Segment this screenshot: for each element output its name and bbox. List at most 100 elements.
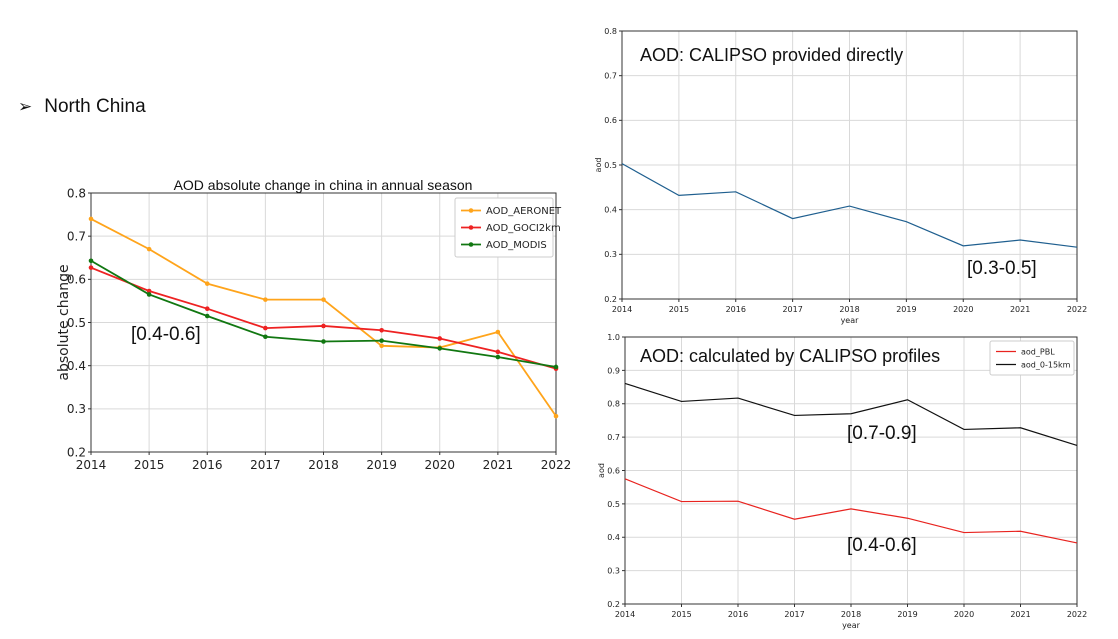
x-axis-label: year (842, 621, 861, 630)
x-tick-label: 2018 (308, 458, 339, 472)
annotation-left-range: [0.4-0.6] (131, 324, 201, 345)
x-tick-label: 2021 (483, 458, 514, 472)
y-tick-label: 1.0 (607, 333, 620, 342)
bullet-text: North China (44, 96, 146, 117)
y-tick-label: 0.9 (607, 366, 620, 375)
x-tick-label: 2020 (424, 458, 455, 472)
data-point (204, 306, 210, 311)
x-tick-label: 2019 (897, 610, 917, 619)
legend-marker (468, 225, 474, 230)
y-tick-label: 0.4 (67, 359, 86, 373)
x-tick-label: 2016 (726, 305, 746, 314)
y-axis-label: aod (594, 158, 603, 173)
data-point (379, 338, 384, 343)
chart-calipso-profiles: 0.2 0.3 0.4 0.5 0.6 0.7 0.8 0.9 1.0 2014 2015 2016 2… (597, 333, 1087, 630)
y-tick-label: 0.7 (604, 72, 617, 81)
x-tick-label: 2020 (954, 610, 974, 619)
series-line (624, 382, 1078, 447)
series-line (624, 478, 1078, 544)
data-point (321, 297, 326, 302)
annotation-top-right-range: [0.3-0.5] (967, 258, 1037, 279)
x-tick-label: 2017 (782, 305, 802, 314)
x-tick-label: 2021 (1010, 610, 1030, 619)
y-tick-label: 0.7 (67, 229, 86, 243)
y-tick-label: 0.5 (67, 316, 86, 330)
x-tick-label: 2019 (896, 305, 916, 314)
data-point (263, 325, 268, 331)
y-tick-label: 0.7 (607, 433, 620, 442)
y-tick-label: 0.2 (67, 445, 86, 459)
annotation-profiles-lower-range: [0.4-0.6] (847, 535, 917, 556)
x-tick-label: 2021 (1010, 305, 1030, 314)
y-axis-label: absolute change (56, 264, 72, 380)
legend-box (454, 197, 554, 258)
x-tick-label: 2015 (669, 305, 689, 314)
y-tick-label: 0.8 (607, 400, 620, 409)
x-tick-label: 2015 (671, 610, 691, 619)
data-point (437, 336, 443, 341)
x-tick-label: 2014 (612, 305, 632, 314)
x-tick-label: 2017 (250, 458, 281, 472)
y-tick-label: 0.8 (604, 27, 617, 36)
arrow-bullet-icon: ➢ (18, 97, 33, 116)
x-tick-label: 2015 (134, 458, 165, 472)
legend-label: AOD_AERONET (486, 206, 562, 217)
y-tick-label: 0.2 (607, 600, 620, 609)
data-point (553, 413, 559, 419)
legend-marker (468, 242, 474, 247)
data-point (321, 339, 326, 344)
y-tick-label: 0.5 (604, 161, 617, 170)
chart-title: AOD: CALIPSO provided directly (640, 45, 903, 65)
y-tick-label: 0.4 (604, 206, 617, 215)
data-point (437, 346, 443, 351)
data-point (88, 258, 94, 264)
data-point (204, 281, 210, 286)
x-tick-label: 2019 (366, 458, 397, 472)
data-point (379, 343, 384, 349)
y-tick-label: 0.6 (604, 116, 617, 125)
y-tick-label: 0.2 (604, 295, 617, 304)
data-point (88, 265, 94, 270)
data-point (379, 327, 384, 333)
x-axis-label: year (841, 316, 860, 325)
y-tick-label: 0.5 (607, 500, 620, 509)
chart-calipso-direct: 0.2 0.3 0.4 0.5 0.6 0.7 0.8 2014 2015 2016 2017 201… (594, 27, 1087, 325)
data-point (204, 313, 210, 319)
legend-box (989, 340, 1075, 376)
legend-label: AOD_MODIS (486, 240, 547, 251)
x-tick-label: 2016 (192, 458, 223, 472)
y-axis-label: aod (597, 463, 606, 478)
data-point (88, 216, 94, 222)
x-tick-label: 2018 (839, 305, 859, 314)
data-point (321, 323, 326, 329)
data-point (146, 292, 152, 297)
bullet-point: ➢ North China (18, 96, 146, 118)
y-tick-label: 0.3 (607, 567, 620, 576)
y-tick-label: 0.6 (607, 466, 620, 475)
x-tick-label: 2014 (76, 458, 107, 472)
legend-marker (468, 208, 474, 213)
series-line (621, 163, 1078, 248)
y-tick-label: 0.6 (67, 273, 86, 287)
y-tick-label: 0.4 (607, 533, 620, 542)
data-point (553, 364, 559, 370)
data-point (495, 329, 501, 335)
data-point (263, 334, 268, 340)
chart-aod-absolute-change: 0.2 0.3 0.4 0.5 0.6 0.7 0.8 2014 2015 2016 2017 201… (56, 177, 571, 472)
data-point (146, 246, 152, 252)
legend-label: aod_PBL (1021, 347, 1055, 356)
x-tick-label: 2014 (615, 610, 635, 619)
chart-title: AOD: calculated by CALIPSO profiles (640, 346, 940, 366)
data-point (495, 349, 501, 355)
x-tick-label: 2016 (728, 610, 748, 619)
data-point (263, 297, 268, 302)
x-tick-label: 2022 (541, 458, 572, 472)
legend-label: aod_0-15km (1021, 360, 1071, 369)
y-tick-label: 0.3 (604, 250, 617, 259)
x-tick-label: 2018 (841, 610, 861, 619)
x-tick-label: 2022 (1067, 305, 1087, 314)
legend-label: AOD_GOCI2km (486, 223, 561, 234)
data-point (495, 354, 501, 360)
y-tick-label: 0.3 (67, 402, 86, 416)
